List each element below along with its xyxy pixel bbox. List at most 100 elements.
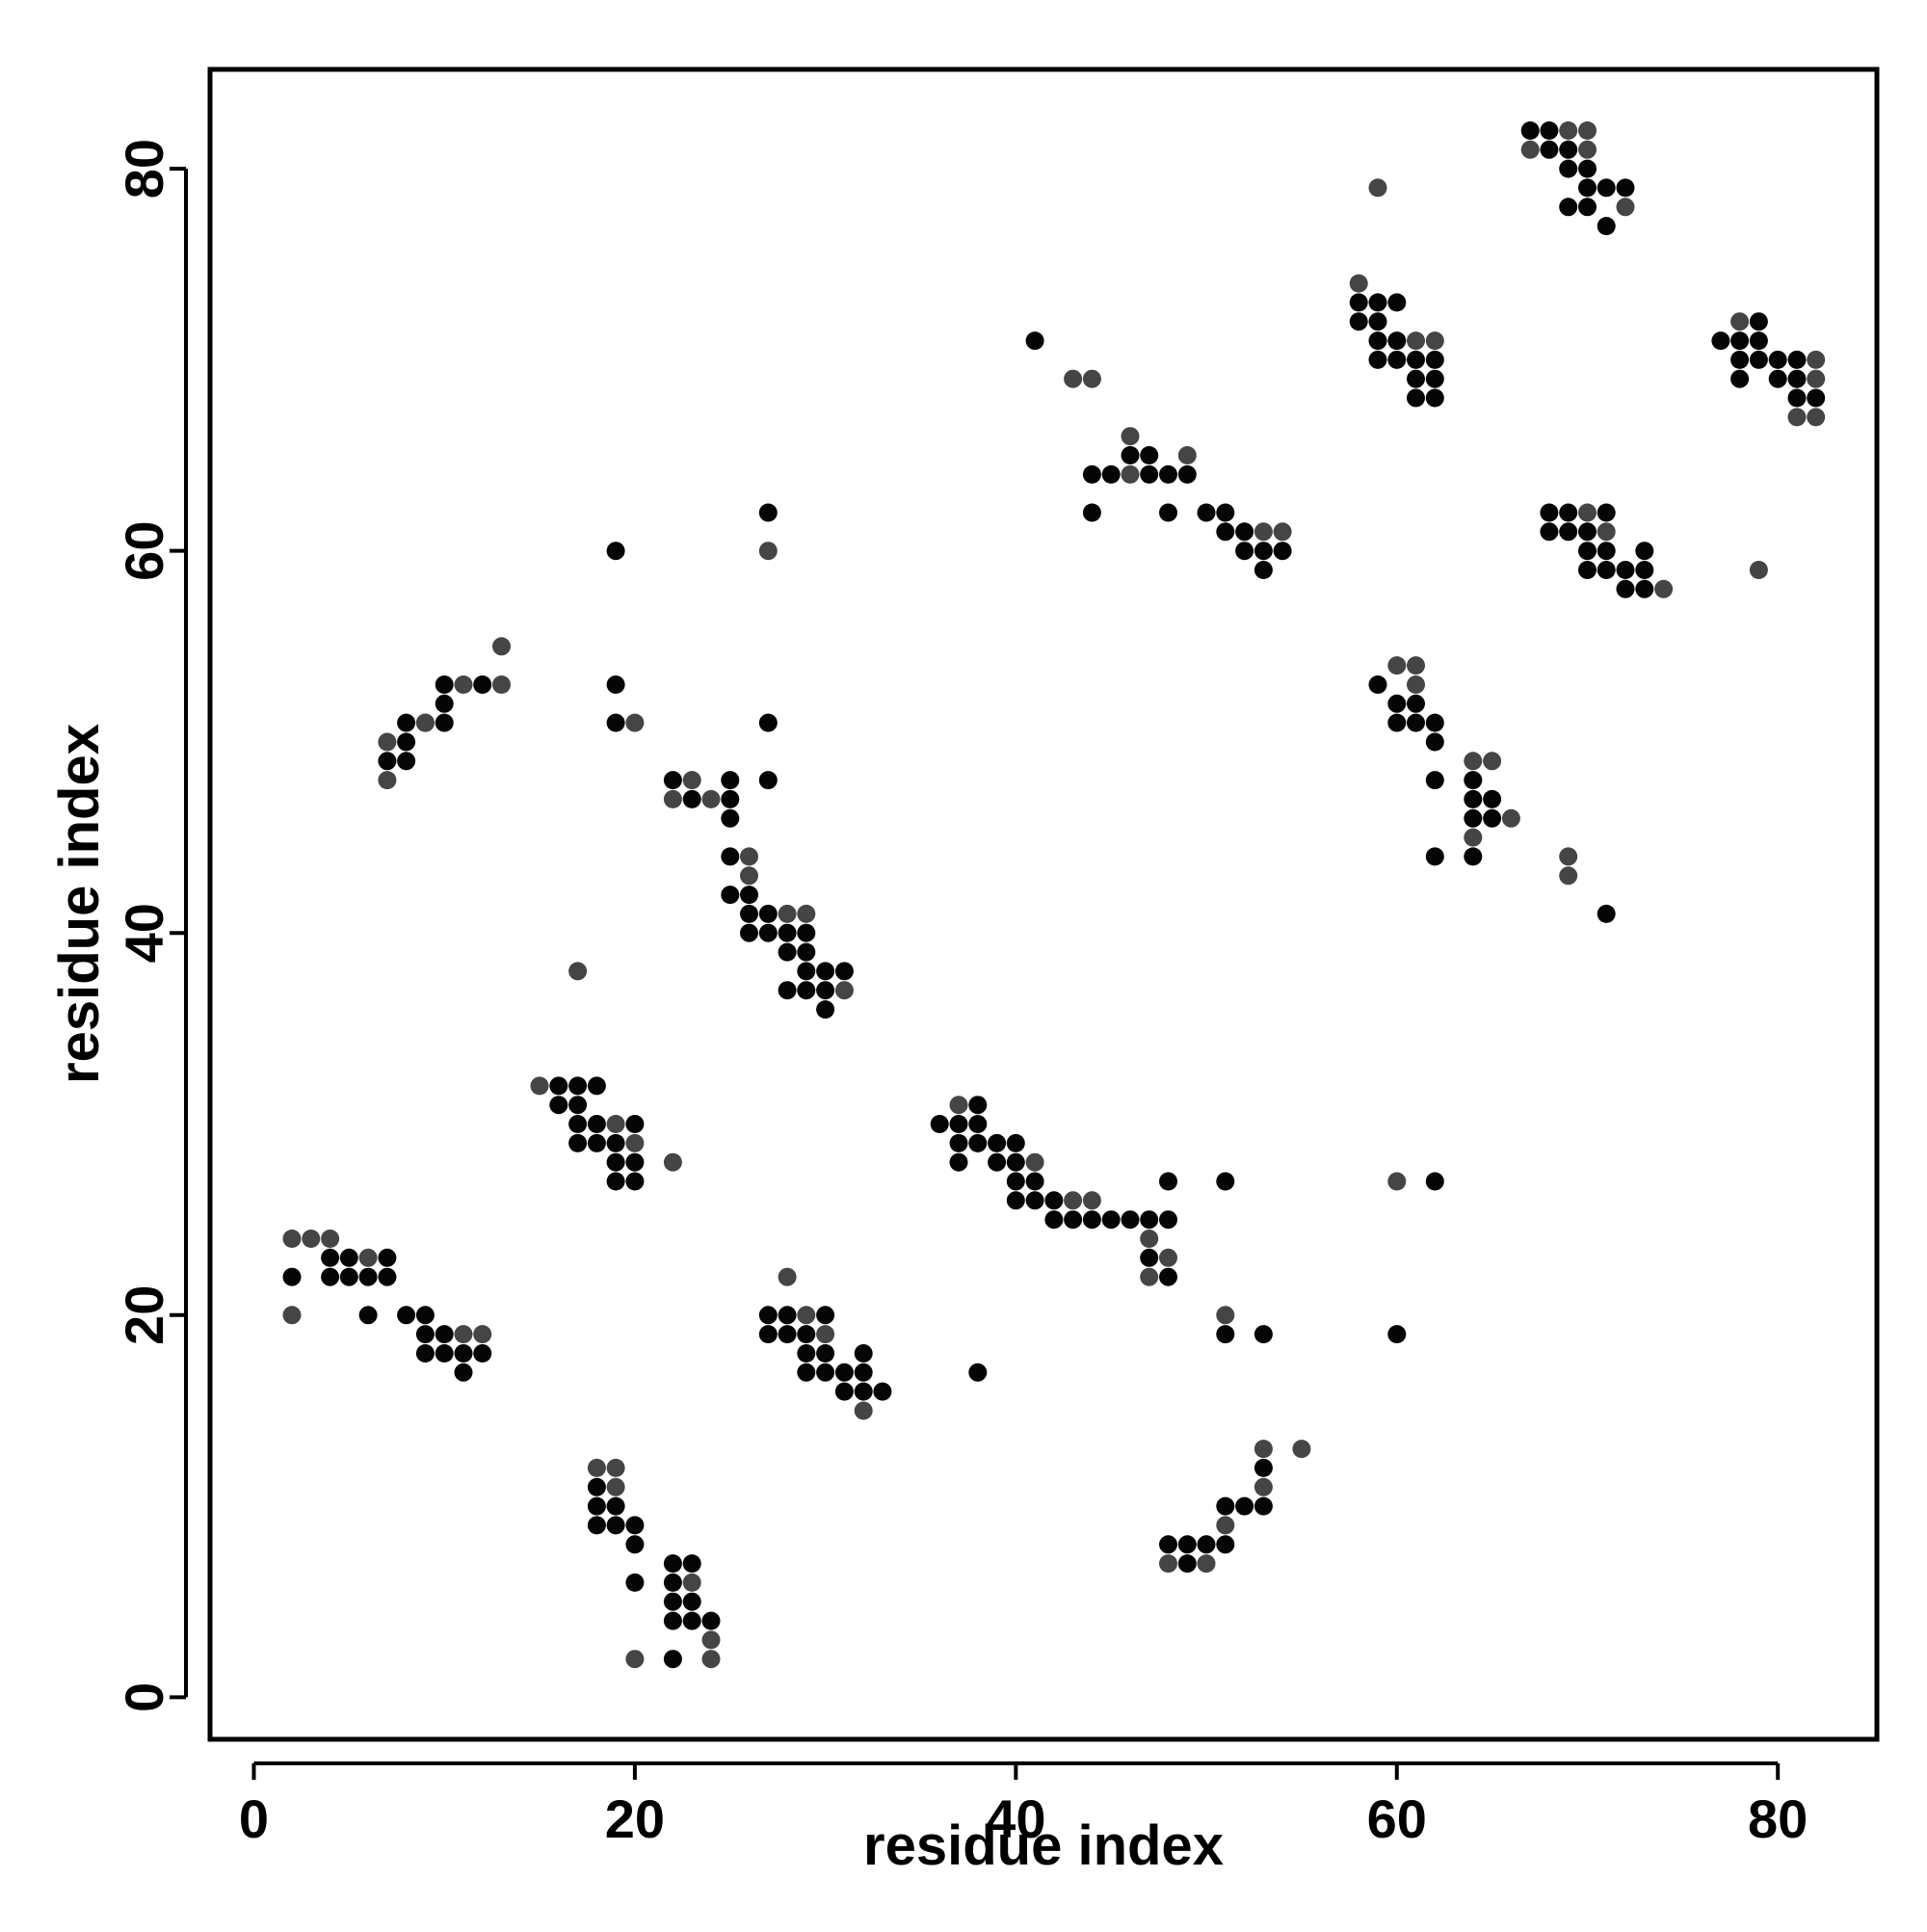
data-point: [758, 713, 778, 732]
y-axis: 0 20 40 60 80: [114, 139, 188, 1712]
data-point: [1407, 331, 1425, 351]
data-point: [1387, 713, 1407, 732]
data-point: [1082, 369, 1101, 388]
data-point: [816, 981, 835, 1000]
data-point: [1140, 1267, 1159, 1286]
data-point: [797, 1344, 816, 1363]
data-point: [949, 1133, 968, 1152]
data-point: [1464, 828, 1483, 847]
data-point: [282, 1306, 302, 1325]
data-point: [1654, 579, 1674, 598]
data-point: [1006, 1191, 1025, 1210]
data-point: [1597, 217, 1616, 236]
data-point: [740, 886, 758, 905]
x-tick-label: 60: [1367, 1788, 1427, 1849]
data-point: [1540, 522, 1559, 542]
data-point: [397, 752, 416, 771]
data-point: [1121, 446, 1140, 464]
data-point: [1559, 140, 1578, 159]
data-point: [1025, 1191, 1044, 1210]
data-point: [1197, 1554, 1216, 1574]
data-point: [1064, 1191, 1083, 1210]
data-point: [778, 904, 797, 923]
data-point: [1730, 312, 1750, 331]
data-point: [949, 1115, 968, 1133]
data-point: [701, 1611, 721, 1630]
data-point: [797, 923, 816, 942]
data-point: [1349, 312, 1368, 331]
data-point: [663, 1152, 682, 1172]
data-point: [568, 1076, 588, 1096]
data-point: [1540, 503, 1559, 522]
data-point: [530, 1076, 549, 1096]
data-point: [778, 923, 797, 942]
data-point: [1559, 847, 1578, 866]
data-point: [1177, 464, 1197, 484]
data-point: [988, 1133, 1007, 1152]
data-point: [587, 1477, 606, 1496]
data-point: [1616, 198, 1635, 217]
x-ticks: 0 20 40 60 80: [239, 1763, 1808, 1849]
data-point: [949, 1152, 968, 1172]
data-point: [1292, 1440, 1311, 1459]
plot-frame: [207, 66, 1880, 1742]
data-point: [625, 1115, 645, 1133]
data-point: [758, 1325, 778, 1344]
data-point: [625, 1573, 645, 1592]
data-point: [1749, 561, 1768, 579]
data-point: [473, 675, 492, 694]
data-point: [1597, 522, 1616, 542]
data-point: [1006, 1133, 1025, 1152]
data-point: [1425, 847, 1444, 866]
data-point: [778, 1306, 797, 1325]
data-point: [415, 1325, 435, 1344]
data-point: [1787, 350, 1807, 369]
data-point: [1559, 522, 1578, 542]
y-axis-title: residue index: [48, 724, 111, 1084]
data-point: [1254, 522, 1273, 542]
data-point: [1140, 1210, 1159, 1230]
data-point: [1578, 178, 1597, 198]
data-point: [721, 789, 740, 808]
data-point: [321, 1267, 340, 1286]
data-point: [1520, 140, 1540, 159]
data-point: [1425, 1172, 1444, 1191]
data-point: [854, 1344, 873, 1363]
data-point: [1807, 408, 1826, 427]
data-point: [1501, 808, 1520, 828]
data-point: [740, 923, 758, 942]
data-point: [778, 1325, 797, 1344]
data-point: [1711, 331, 1730, 351]
data-point: [1597, 561, 1616, 579]
data-point: [758, 542, 778, 561]
data-point: [1425, 369, 1444, 388]
data-point: [1635, 561, 1654, 579]
data-point: [834, 1382, 854, 1401]
data-point: [682, 1554, 701, 1574]
data-point: [358, 1306, 378, 1325]
data-point: [1749, 312, 1768, 331]
data-point: [435, 1344, 454, 1363]
data-point: [606, 1516, 625, 1535]
data-point: [1597, 503, 1616, 522]
data-point: [606, 1152, 625, 1172]
data-point: [625, 1516, 645, 1535]
data-point: [625, 1152, 645, 1172]
data-point: [834, 962, 854, 981]
data-point: [1121, 1210, 1140, 1230]
data-point: [663, 1592, 682, 1611]
data-point: [1616, 579, 1635, 598]
data-point: [378, 752, 397, 771]
data-point: [1159, 1267, 1177, 1286]
data-point: [1407, 694, 1425, 713]
data-point: [378, 1267, 397, 1286]
data-point: [435, 694, 454, 713]
data-point: [1597, 542, 1616, 561]
data-point: [1368, 312, 1387, 331]
data-point: [1616, 561, 1635, 579]
data-point: [797, 904, 816, 923]
data-point: [473, 1344, 492, 1363]
data-point: [1787, 369, 1807, 388]
data-point: [1025, 331, 1044, 351]
data-point: [606, 1133, 625, 1152]
